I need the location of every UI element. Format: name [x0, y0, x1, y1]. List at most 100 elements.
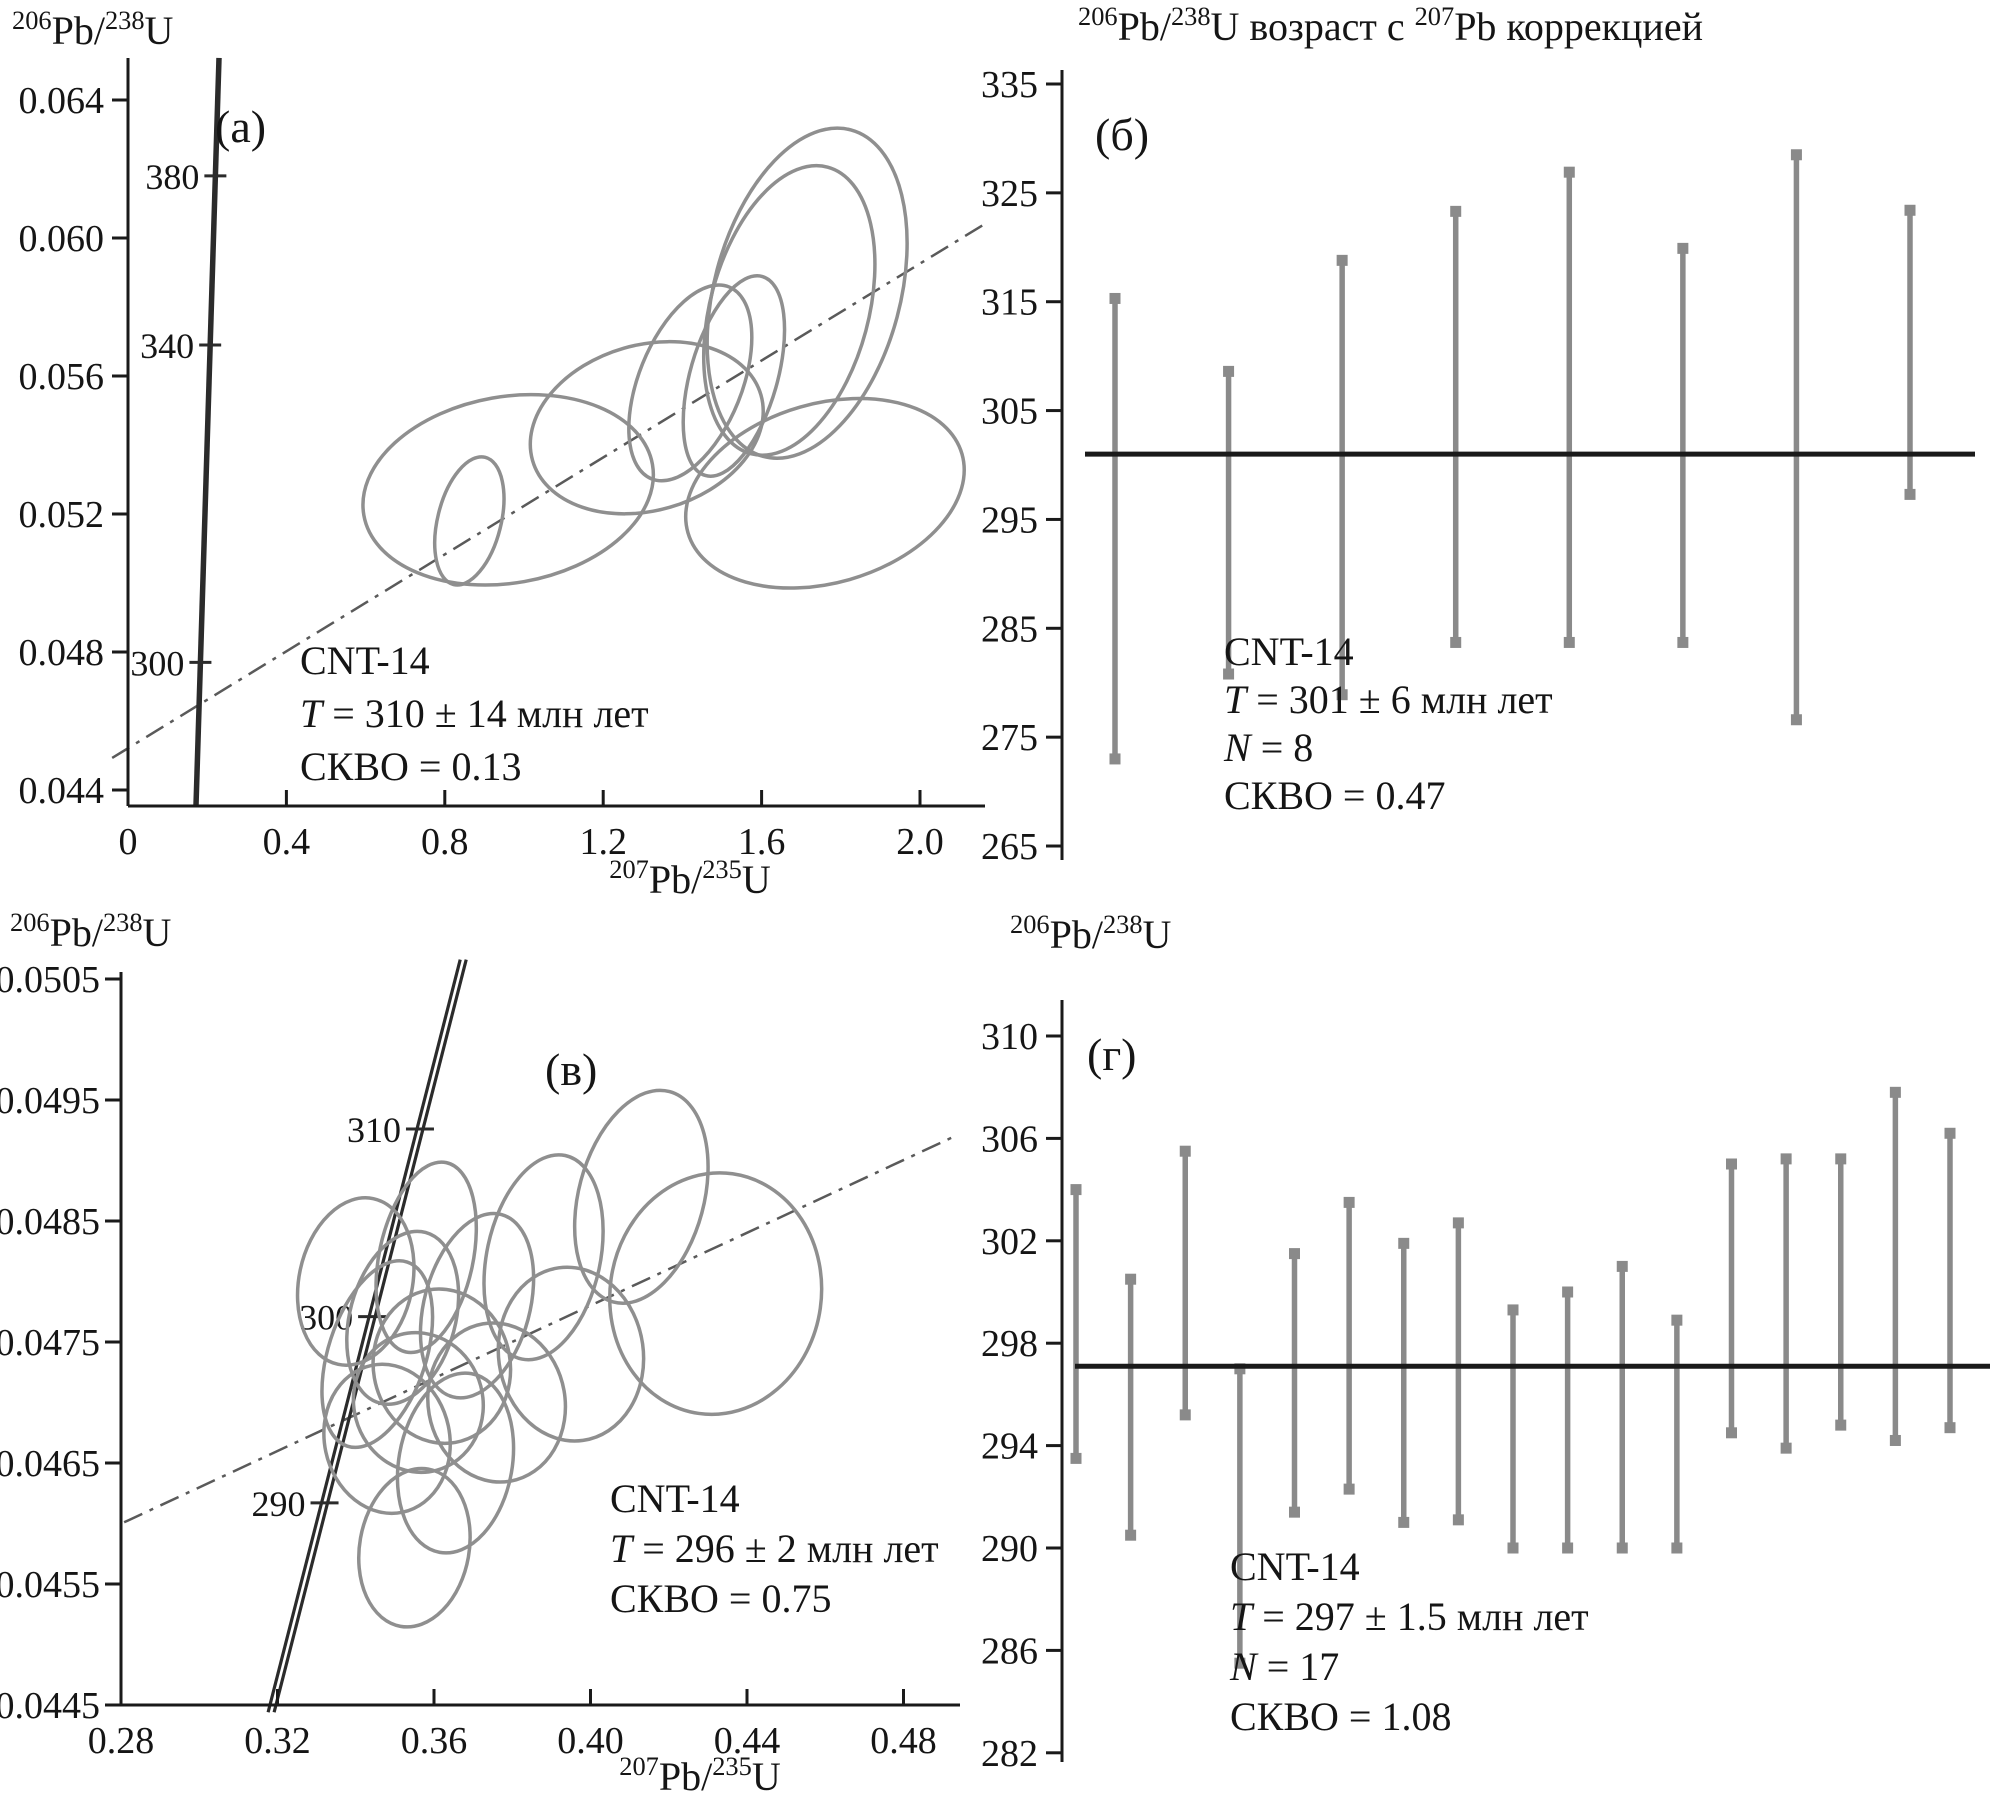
y-tick-label: 0.044 — [19, 770, 105, 812]
annotation-line: CNT-14 — [1230, 1544, 1360, 1589]
error-ellipse — [433, 455, 506, 587]
error-ellipse — [681, 274, 787, 478]
annotation-line: T = 296 ± 2 млн лет — [610, 1526, 939, 1571]
error-bar-cap-bottom — [1452, 1514, 1464, 1526]
error-bar-cap-top — [1563, 166, 1575, 178]
annotation-line: T = 297 ± 1.5 млн лет — [1230, 1594, 1589, 1639]
x-axis-title: 207Pb/235U — [609, 854, 771, 902]
error-bar-cap-top — [1223, 365, 1235, 377]
chart-title: 206Pb/238U возраст с 207Pb коррекцией — [1078, 1, 1703, 49]
error-bar-cap-bottom — [1507, 1542, 1519, 1554]
error-bar-cap-bottom — [1677, 636, 1689, 648]
panel-label: (а) — [215, 101, 266, 152]
error-bar-cap-bottom — [1616, 1542, 1628, 1554]
error-bar-cap-top — [1671, 1314, 1683, 1326]
error-ellipse — [482, 1153, 605, 1362]
x-tick-label: 1.2 — [579, 821, 627, 863]
concordia-line — [272, 959, 468, 1713]
error-bar-cap-bottom — [1562, 1542, 1574, 1554]
error-bar-cap-bottom — [1223, 668, 1235, 680]
error-bar-cap-top — [1343, 1196, 1355, 1208]
error-ellipse — [426, 1321, 568, 1484]
y-tick-label: 315 — [981, 282, 1038, 324]
error-bar-cap-bottom — [1336, 689, 1348, 701]
error-ellipse — [607, 1171, 824, 1417]
error-bar-cap-top — [1944, 1127, 1956, 1139]
annotation-line: СКВО = 0.47 — [1224, 773, 1445, 818]
error-bar-cap-bottom — [1070, 1452, 1082, 1464]
error-bar-cap-top — [1790, 149, 1802, 161]
error-bar-cap-bottom — [1790, 714, 1802, 726]
panel-c-concordia-chart: 3103002900.05050.04950.04850.04750.04650… — [0, 907, 960, 1799]
y-axis-title: 206Pb/238U — [1010, 909, 1172, 957]
concordia-age-label: 290 — [252, 1484, 306, 1524]
y-tick-label: 0.0465 — [0, 1443, 100, 1485]
panel-label: (б) — [1095, 109, 1149, 160]
y-tick-label: 0.048 — [19, 632, 105, 674]
error-bar-cap-bottom — [1671, 1542, 1683, 1554]
y-tick-label: 298 — [981, 1323, 1038, 1365]
y-axis-title: 206Pb/238U — [12, 5, 174, 53]
error-bar-cap-bottom — [1343, 1483, 1355, 1495]
error-bar-cap-bottom — [1780, 1442, 1792, 1454]
error-bar-cap-top — [1109, 292, 1121, 304]
error-bar-cap-bottom — [1398, 1516, 1410, 1528]
error-bar-cap-top — [1562, 1286, 1574, 1298]
error-bar-cap-top — [1179, 1145, 1191, 1157]
y-tick-label: 265 — [981, 826, 1038, 868]
error-bar-cap-bottom — [1125, 1529, 1137, 1541]
error-ellipse — [418, 1211, 536, 1400]
panel-b-weighted-age-chart: 335 325 315 305 295 285 275 265 206Pb/238U возра… — [981, 1, 1975, 868]
error-ellipse — [295, 1196, 416, 1367]
error-ellipse — [374, 1160, 479, 1355]
y-tick-label: 0.0455 — [0, 1564, 100, 1606]
isochron-line — [111, 222, 986, 759]
y-tick-label: 0.052 — [19, 494, 105, 536]
y-tick-label: 0.0475 — [0, 1322, 100, 1364]
y-tick-label: 306 — [981, 1118, 1038, 1160]
error-bar-cap-bottom — [1726, 1427, 1737, 1439]
error-ellipse — [683, 396, 966, 590]
concordia-age-label: 310 — [347, 1110, 401, 1150]
error-ellipse — [345, 1229, 461, 1406]
x-tick-label: 0.36 — [401, 1720, 468, 1762]
error-ellipse — [361, 392, 656, 587]
y-tick-label: 294 — [981, 1426, 1038, 1468]
error-ellipse — [496, 1265, 646, 1443]
error-ellipse — [572, 1088, 710, 1305]
y-tick-label: 282 — [981, 1733, 1038, 1775]
error-bar-cap-top — [1234, 1363, 1246, 1375]
panel-d-weighted-age-chart: 310 306 302 298 294 290 286 282 206Pb/238U (г) CNT… — [981, 909, 1990, 1775]
x-tick-label: 0.44 — [714, 1720, 781, 1762]
y-tick-label: 0.056 — [19, 356, 105, 398]
annotation-line: СКВО = 0.13 — [300, 744, 521, 789]
y-tick-label: 302 — [981, 1221, 1038, 1263]
y-tick-label: 290 — [981, 1528, 1038, 1570]
error-bar-cap-top — [1780, 1153, 1792, 1165]
y-tick-label: 275 — [981, 717, 1038, 759]
x-tick-label: 0.40 — [557, 1720, 624, 1762]
error-bar-cap-bottom — [1234, 1657, 1246, 1669]
y-tick-label: 0.0485 — [0, 1201, 100, 1243]
error-bar-cap-bottom — [1289, 1506, 1300, 1518]
annotation-line: N = 17 — [1229, 1644, 1339, 1689]
y-tick-label: 325 — [981, 173, 1038, 215]
x-tick-label: 0 — [119, 821, 138, 863]
error-bar-cap-top — [1904, 204, 1916, 216]
y-tick-label: 0.0495 — [0, 1080, 100, 1122]
y-tick-label: 295 — [981, 499, 1038, 541]
error-bar-cap-bottom — [1563, 636, 1575, 648]
x-tick-label: 0.8 — [421, 821, 469, 863]
x-tick-label: 0.28 — [88, 1720, 155, 1762]
error-ellipse — [322, 1362, 452, 1516]
error-ellipse — [320, 1259, 435, 1450]
panel-label: (в) — [545, 1044, 597, 1095]
error-ellipse — [705, 126, 909, 461]
error-ellipse — [395, 1371, 516, 1555]
annotation-line: СКВО = 1.08 — [1230, 1694, 1451, 1739]
error-bar-cap-top — [1616, 1260, 1628, 1272]
error-bar-cap-top — [1726, 1158, 1737, 1170]
y-tick-label: 0.0505 — [0, 959, 100, 1001]
y-tick-label: 305 — [981, 391, 1038, 433]
